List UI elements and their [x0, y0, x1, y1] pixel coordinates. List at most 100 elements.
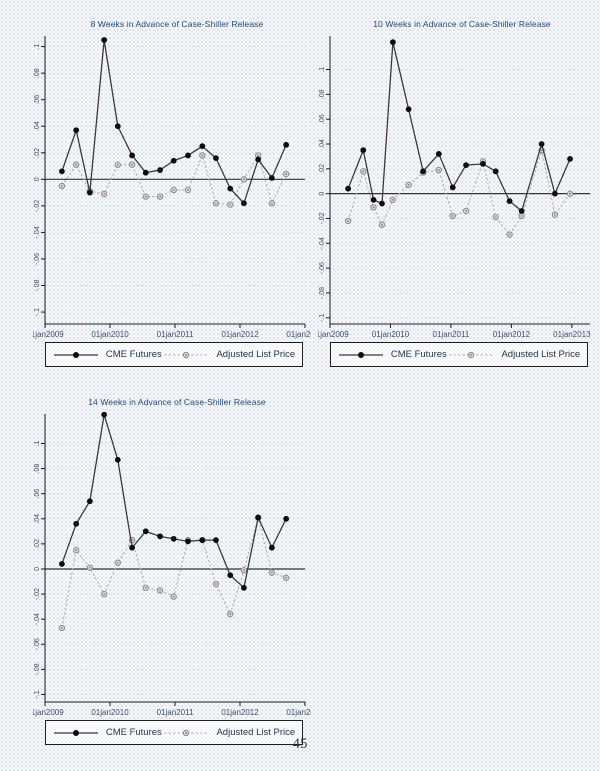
adjusted-list-price-marker-dot — [201, 154, 204, 157]
cme-futures-marker — [518, 208, 525, 214]
adjusted-list-price-marker-dot — [172, 188, 175, 191]
y-tick-label: .1 — [34, 44, 41, 50]
legend-label-adjusted-list-price: Adjusted List Price — [501, 349, 581, 360]
cme-futures-marker — [73, 127, 80, 134]
cme-futures-marker — [435, 151, 442, 157]
adjusted-list-price-marker-dot — [451, 215, 454, 217]
adjusted-list-price-marker-dot — [159, 589, 162, 592]
y-tick-label: .06 — [319, 114, 326, 124]
cme-futures-marker — [379, 200, 385, 207]
y-tick-label: -.08 — [34, 279, 41, 291]
adjusted-list-price-line-sample-icon — [164, 729, 209, 736]
cme-futures-line-sample-icon — [53, 351, 98, 358]
legend-item-adjusted-list-price: Adjusted List Price — [163, 727, 295, 738]
y-tick-label: .1 — [34, 440, 41, 446]
legend-item-cme-futures: CME Futures — [53, 349, 162, 360]
x-tick-label: 01jan2013 — [286, 330, 311, 339]
cme-futures-marker — [420, 168, 427, 175]
y-tick-label: -.02 — [319, 212, 326, 224]
x-tick-label: 01jan2013 — [286, 708, 311, 717]
x-tick-label: 01jan2009 — [33, 708, 64, 717]
cme-futures-marker — [449, 184, 456, 191]
cme-futures-marker — [255, 156, 262, 163]
adjusted-list-price-marker-dot — [75, 549, 78, 552]
cme-futures-marker — [170, 157, 177, 164]
legend-label-adjusted-list-price: Adjusted List Price — [216, 727, 296, 738]
legend-label-cme-futures: CME Futures — [390, 349, 447, 360]
cme-futures-marker — [101, 412, 108, 418]
cme-futures-marker — [129, 544, 135, 551]
cme-futures-marker — [492, 168, 499, 175]
cme-futures-marker — [255, 514, 262, 521]
chart-title-10-weeks: 10 Weeks in Advance of Case-Shiller Rele… — [373, 19, 551, 29]
cme-futures-marker — [360, 147, 367, 154]
cme-futures-marker — [405, 106, 412, 113]
cme-futures-marker — [114, 123, 121, 130]
legend-10-weeks: CME Futures Adjusted List Price — [330, 342, 588, 367]
chart-10-weeks: 10 Weeks in Advance of Case-Shiller Rele… — [318, 12, 596, 367]
adjusted-list-price-marker-dot — [391, 198, 394, 201]
cme-futures-marker — [567, 155, 573, 162]
cme-futures-marker — [185, 538, 191, 545]
cme-futures-marker — [463, 162, 469, 169]
x-tick-label: 01jan2010 — [91, 708, 129, 717]
cme-futures-marker — [506, 198, 513, 205]
adjusted-list-price-marker-dot — [214, 583, 217, 586]
legend-item-cme-futures: CME Futures — [338, 349, 447, 360]
legend-14-weeks: CME Futures Adjusted List Price — [45, 720, 303, 745]
adjusted-list-price-marker-dot — [347, 219, 350, 222]
chart-14-weeks: 14 Weeks in Advance of Case-Shiller Rele… — [33, 390, 311, 745]
adjusted-list-price-marker-dot — [116, 163, 119, 166]
adjusted-list-price-marker-dot — [285, 173, 288, 176]
cme-futures-line-sample-icon — [338, 351, 383, 358]
y-tick-label: 0 — [34, 177, 41, 181]
adjusted-list-price-marker-dot — [214, 202, 217, 205]
cme-futures-marker — [283, 515, 290, 522]
plot-10-weeks: -.1 -.08 -.06 -.04 -.02 0 .02 .04 .06 .08 .1 01jan2… — [318, 36, 591, 339]
y-tick-label: -.08 — [319, 287, 326, 299]
y-tick-label: -.04 — [34, 226, 41, 238]
cme-futures-marker — [241, 584, 247, 591]
legend-label-cme-futures: CME Futures — [105, 727, 162, 738]
adjusted-list-price-marker-dot — [381, 223, 383, 226]
y-tick-label: -.08 — [34, 663, 41, 675]
y-tick-label: -.1 — [34, 690, 41, 698]
y-tick-label: 0 — [319, 192, 326, 196]
y-tick-label: -.02 — [34, 588, 41, 600]
chart-8-weeks: 8 Weeks in Advance of Case-Shiller Relea… — [33, 12, 311, 367]
cme-futures-marker — [101, 37, 108, 43]
y-tick-label: -.1 — [319, 314, 326, 322]
x-tick-label: 01jan2010 — [372, 330, 410, 339]
y-tick-label: .04 — [34, 514, 41, 524]
adjusted-list-price-marker-dot — [407, 183, 410, 186]
legend-8-weeks: CME Futures Adjusted List Price — [45, 342, 303, 367]
adjusted-list-price-marker-dot — [131, 163, 134, 166]
adjusted-list-price-marker-dot — [229, 203, 232, 206]
adjusted-list-price-marker-dot — [60, 626, 63, 629]
y-tick-label: .04 — [319, 139, 326, 149]
cme-futures-line-sample-icon — [53, 729, 98, 736]
cme-futures-marker — [142, 169, 149, 176]
cme-futures-line — [347, 42, 571, 213]
cme-futures-marker — [268, 175, 275, 181]
x-tick-label: 01jan2009 — [33, 330, 64, 339]
y-tick-label: 0 — [34, 567, 41, 571]
cme-futures-marker — [185, 152, 191, 159]
y-tick-label: -.06 — [34, 253, 41, 265]
cme-futures-marker — [283, 141, 290, 148]
cme-futures-marker — [389, 39, 396, 46]
y-tick-label: .06 — [34, 95, 41, 105]
cme-futures-marker — [538, 141, 545, 147]
adjusted-list-price-marker-dot — [437, 169, 440, 172]
x-tick-label: 01jan2010 — [91, 330, 129, 339]
adjusted-list-price-marker-dot — [159, 195, 162, 198]
adjusted-list-price-marker-dot — [144, 195, 147, 198]
x-tick-label: 01jan2012 — [221, 708, 259, 717]
adjusted-list-price-marker-dot — [362, 170, 365, 173]
adjusted-list-price-marker-dot — [540, 149, 543, 152]
x-tick-label: 01jan2009 — [318, 330, 349, 339]
adjusted-list-price-marker-dot — [372, 206, 375, 209]
adjusted-list-price-marker-dot — [257, 154, 260, 157]
cme-futures-marker — [157, 533, 163, 540]
plot-14-weeks: -.1 -.08 -.06 -.04 -.02 0 .02 .04 .06 .08 .1 01jan2… — [33, 412, 311, 717]
